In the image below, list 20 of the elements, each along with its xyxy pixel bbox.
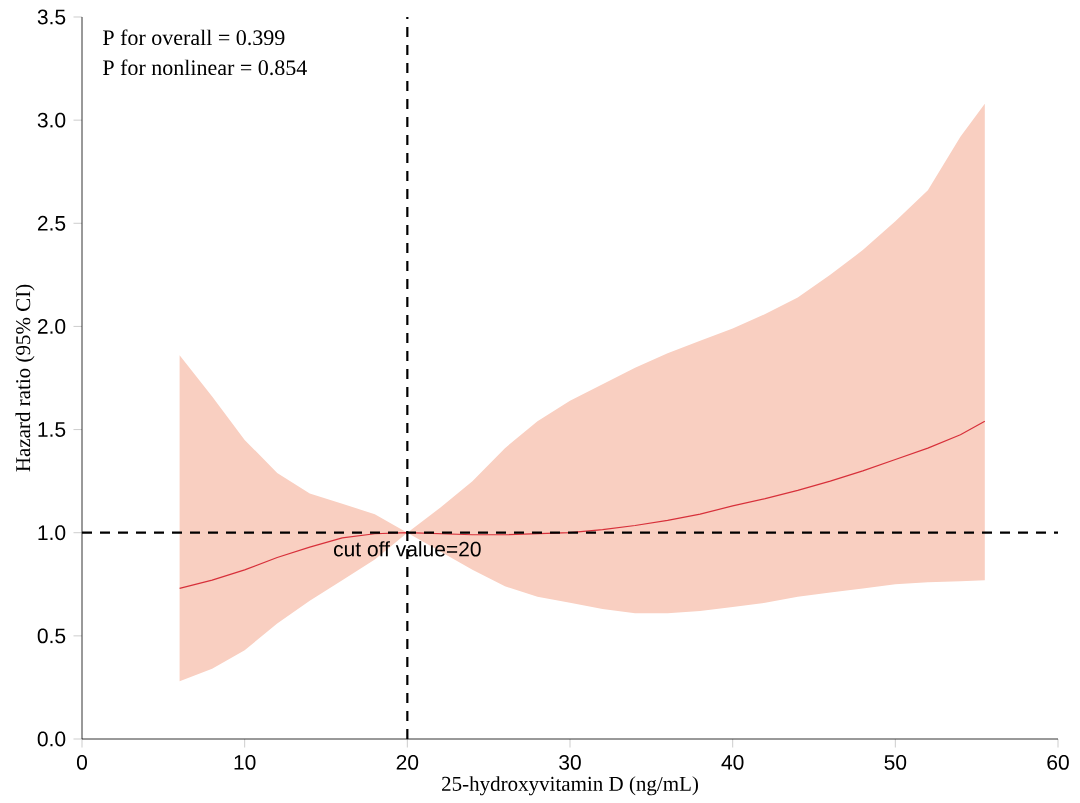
x-tick-label: 30	[559, 754, 581, 770]
y-tick-label: 3.5	[37, 9, 66, 25]
y-axis-title: Hazard ratio (95% CI)	[15, 284, 35, 472]
x-tick-label: 50	[884, 754, 907, 770]
y-tick-label: 0.5	[37, 628, 66, 644]
x-tick-label: 20	[396, 754, 419, 770]
x-tick-label: 0	[76, 754, 87, 770]
y-tick-label: 3.0	[37, 112, 66, 128]
x-tick-label: 60	[1047, 754, 1069, 770]
annotation: P for nonlinear = 0.854	[103, 59, 307, 76]
annotation: cut off value=20	[334, 541, 481, 557]
x-tick-label: 40	[721, 754, 744, 770]
annotation: P for overall = 0.399	[103, 29, 285, 46]
y-tick-label: 0.0	[37, 731, 66, 747]
y-tick-label: 2.5	[37, 215, 66, 231]
y-tick-label: 1.5	[38, 422, 66, 437]
y-tick-label: 2.0	[37, 319, 66, 334]
y-tick-label: 1.0	[38, 525, 66, 541]
x-tick-label: 10	[234, 754, 256, 770]
x-axis-title: 25-hydroxyvitamin D (ng/mL)	[442, 776, 698, 796]
